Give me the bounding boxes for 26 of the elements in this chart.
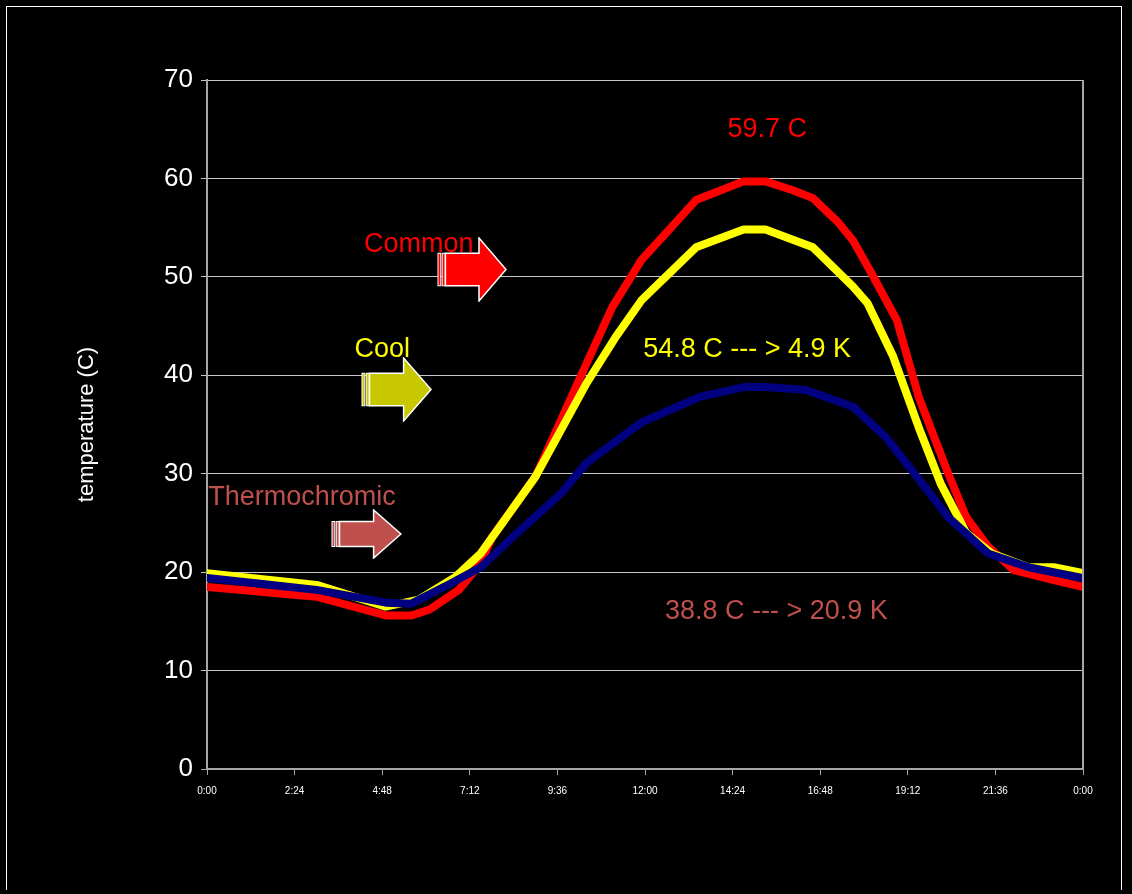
y-tick-label: 70 [164,63,193,94]
x-tick-label: 7:12 [460,784,480,796]
text: Common [363,227,474,258]
text: Thermochromic [208,480,396,511]
x-tick-label: 2:24 [284,784,305,796]
y-tick-label: 20 [164,555,193,586]
y-tick-label: 50 [164,260,193,291]
text: Cool [354,333,410,364]
y-tick-label: 60 [164,161,193,192]
annotation: 59.7 C [727,112,808,143]
x-tick-label: 0:00 [197,784,218,796]
x-tick-label: 14:24 [720,784,746,796]
x-tick-label: 9:36 [547,784,568,796]
x-tick-label: 0:00 [1073,784,1094,796]
y-tick-label: 10 [164,653,193,684]
annotation: 38.8 C --- > 20.9 K [664,594,888,625]
y-tick-label: 30 [164,456,193,487]
x-tick-label: 19:12 [895,784,921,796]
x-tick-label: 21:36 [982,784,1009,796]
y-tick-label: 0 [178,752,193,783]
y-tick-label: 40 [164,358,193,389]
x-tick-label: 12:00 [632,784,658,796]
y-axis-title: temperature (C) [73,346,99,503]
x-tick-label: 16:48 [807,784,834,796]
annotation: 54.8 C --- > 4.9 K [643,333,852,364]
x-tick-label: 4:48 [372,784,393,796]
